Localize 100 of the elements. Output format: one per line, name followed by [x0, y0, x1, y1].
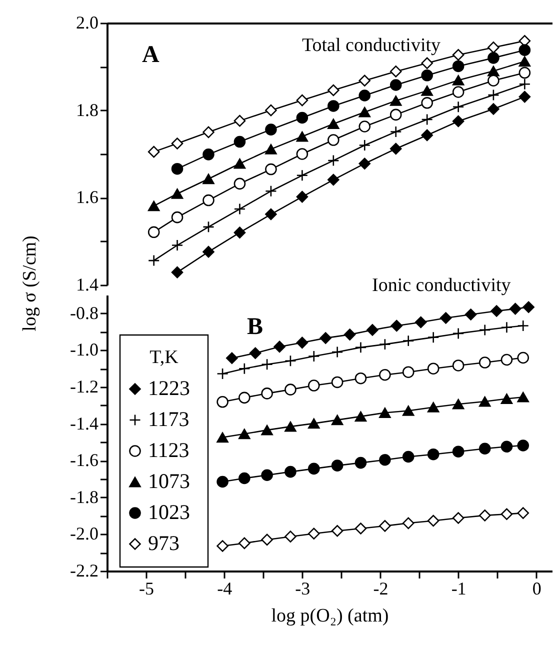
point	[344, 328, 356, 340]
point	[261, 388, 273, 400]
point	[452, 512, 464, 524]
point	[328, 84, 340, 96]
point	[171, 162, 184, 175]
point	[296, 112, 308, 124]
point	[421, 70, 433, 82]
y-tick-label: -1.8	[70, 486, 98, 507]
point	[358, 74, 371, 87]
point	[488, 42, 500, 54]
point	[366, 324, 378, 336]
point	[328, 174, 340, 186]
x-tick-label: 0	[532, 578, 542, 598]
point	[518, 66, 531, 79]
point	[296, 148, 308, 160]
point	[171, 188, 184, 199]
point	[284, 384, 296, 396]
point	[500, 440, 513, 452]
point	[328, 100, 340, 112]
point	[488, 74, 500, 87]
point	[452, 328, 464, 340]
point	[265, 124, 277, 136]
point	[402, 406, 414, 416]
point	[452, 100, 464, 113]
point	[171, 138, 184, 150]
point	[390, 79, 402, 91]
point	[500, 394, 513, 404]
y-tick-label: -1.4	[70, 413, 98, 434]
point	[354, 342, 367, 354]
point	[308, 528, 320, 540]
point	[331, 460, 344, 472]
point	[427, 448, 440, 460]
point	[452, 60, 464, 72]
point	[402, 450, 414, 463]
point	[354, 372, 367, 384]
point	[452, 75, 464, 86]
point	[518, 44, 531, 56]
point	[358, 90, 371, 102]
x-tick-label: -1	[451, 578, 466, 598]
legend-title: T,K	[150, 347, 179, 368]
point	[379, 338, 391, 350]
point	[500, 508, 513, 520]
point	[402, 366, 414, 378]
point	[328, 134, 340, 146]
x-tick-label: -4	[217, 578, 232, 598]
point	[464, 308, 477, 320]
point	[518, 90, 531, 103]
point	[488, 103, 500, 115]
point	[390, 108, 402, 121]
point	[421, 57, 433, 70]
point	[296, 131, 308, 142]
point	[390, 66, 402, 78]
point	[518, 78, 531, 90]
point	[488, 89, 500, 101]
point	[500, 321, 513, 334]
point	[331, 346, 344, 358]
point	[202, 174, 214, 184]
point	[148, 254, 160, 266]
point	[265, 104, 277, 116]
y-tick-label: 1.6	[76, 187, 98, 208]
point	[238, 392, 250, 404]
point	[452, 115, 464, 128]
point	[509, 302, 522, 315]
point	[249, 347, 262, 360]
point	[452, 446, 464, 458]
point	[234, 114, 246, 127]
y-tick-label: 1.8	[76, 100, 98, 120]
point	[517, 392, 530, 402]
point	[238, 472, 250, 484]
point	[202, 148, 214, 160]
point	[500, 354, 513, 366]
point	[202, 126, 214, 138]
point	[274, 340, 286, 353]
point	[234, 178, 246, 190]
point	[284, 421, 296, 432]
point	[402, 334, 414, 347]
point	[216, 432, 228, 443]
point	[216, 540, 228, 552]
y-tick-label: -2.2	[70, 560, 98, 580]
point	[261, 424, 273, 436]
y-tick-label: -2.0	[70, 524, 98, 544]
point	[328, 154, 340, 166]
point	[171, 266, 184, 278]
y-tick-label: 2.0	[76, 12, 98, 32]
point	[226, 352, 238, 364]
point	[478, 442, 491, 455]
point	[234, 203, 246, 215]
point	[518, 56, 531, 67]
point	[320, 332, 332, 344]
point	[354, 411, 367, 422]
x-tick-label: -2	[373, 578, 388, 598]
point	[296, 336, 308, 349]
annotation: Total conductivity	[302, 35, 441, 56]
point	[402, 517, 414, 530]
point	[390, 96, 402, 106]
point	[265, 163, 277, 176]
point	[517, 507, 530, 519]
point	[148, 146, 160, 158]
point	[427, 362, 440, 374]
point	[308, 462, 320, 475]
